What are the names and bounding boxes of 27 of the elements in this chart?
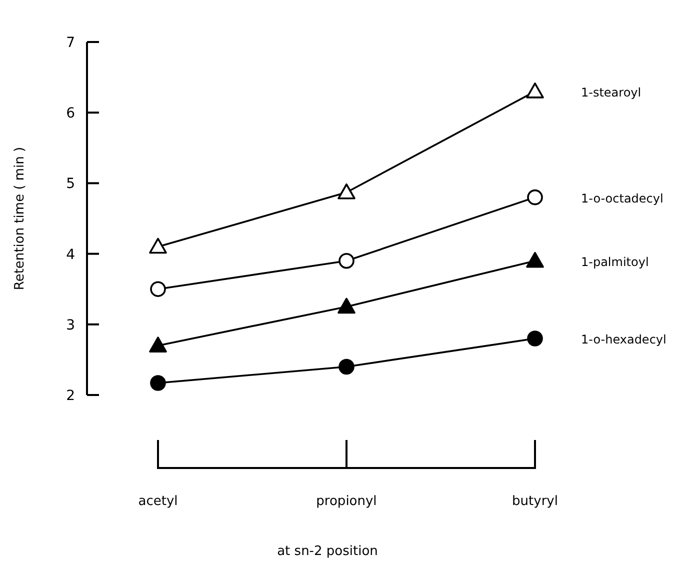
point	[150, 281, 166, 297]
point	[527, 189, 543, 206]
point	[150, 375, 166, 391]
y-tick-label: 7	[66, 35, 75, 51]
point	[526, 82, 544, 98]
y-axis-title: Retention time ( min )	[12, 146, 28, 290]
text: 1-o-octadecyl	[581, 191, 664, 206]
x-axis-title: at sn-2 position	[277, 544, 378, 559]
point	[338, 183, 356, 200]
text: 1-palmitoyl	[581, 254, 649, 269]
point	[338, 358, 354, 375]
y-tick-label: 6	[66, 106, 76, 122]
text: 1-o-hexadecyl	[581, 332, 666, 347]
point	[527, 330, 543, 346]
point	[338, 298, 356, 314]
y-tick-label: 3	[66, 317, 75, 334]
y-tick-label: 5	[66, 176, 75, 192]
y-tick-label: 2	[66, 388, 75, 404]
point	[149, 238, 167, 254]
point	[338, 252, 354, 269]
point	[149, 336, 167, 352]
x-tick-label: acetyl	[138, 494, 178, 509]
x-tick-label: propionyl	[316, 494, 377, 509]
x-tick-label: butyryl	[512, 494, 558, 509]
point	[526, 252, 544, 268]
y-tick-label: 4	[66, 246, 76, 263]
text: 1-stearoyl	[581, 85, 642, 100]
